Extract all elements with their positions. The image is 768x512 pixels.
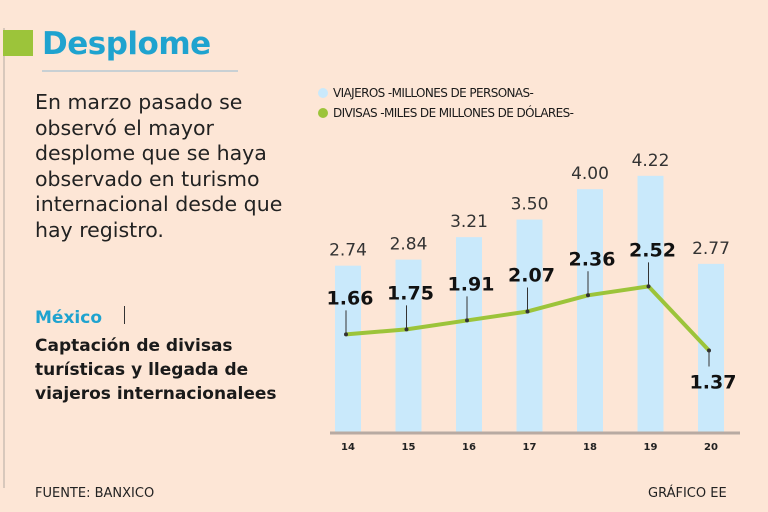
left-rule bbox=[3, 28, 5, 488]
line-point bbox=[646, 284, 651, 289]
bar-value-label: 2.74 bbox=[329, 241, 367, 261]
line-value-label: 1.91 bbox=[448, 273, 495, 295]
x-tick-label: 18 bbox=[583, 442, 597, 453]
x-tick-label: 20 bbox=[704, 442, 718, 453]
bar bbox=[637, 175, 664, 432]
legend-swatch-line bbox=[318, 108, 328, 118]
bar-value-label: 4.00 bbox=[571, 164, 609, 184]
legend-label: VIAJEROS -MILLONES DE PERSONAS- bbox=[333, 86, 534, 100]
line-point bbox=[404, 327, 409, 332]
bar-value-label: 2.84 bbox=[390, 235, 428, 255]
bar bbox=[456, 237, 482, 432]
source-note: FUENTE: BANXICO bbox=[35, 486, 155, 501]
bar bbox=[335, 265, 361, 432]
line-value-label: 2.07 bbox=[508, 264, 555, 286]
x-tick-label: 16 bbox=[462, 442, 476, 453]
title-marker bbox=[3, 30, 33, 56]
country-label: México bbox=[35, 308, 102, 328]
bar-value-label: 3.21 bbox=[450, 212, 488, 232]
line-value-label: 2.36 bbox=[569, 248, 616, 270]
x-tick-label: 17 bbox=[523, 442, 537, 453]
title-underline bbox=[42, 70, 238, 72]
legend-item-viajeros: VIAJEROS -MILLONES DE PERSONAS- bbox=[318, 86, 534, 100]
bar bbox=[698, 263, 724, 432]
line-point bbox=[465, 318, 469, 323]
line-point bbox=[344, 332, 348, 337]
bar bbox=[395, 259, 422, 432]
line-value-label: 2.52 bbox=[629, 239, 676, 261]
line-point bbox=[586, 293, 590, 298]
legend-swatch-bar bbox=[318, 88, 328, 98]
bar bbox=[577, 189, 603, 432]
bar bbox=[516, 219, 543, 432]
line-value-label: 1.75 bbox=[387, 282, 434, 304]
credit-note: GRÁFICO EE bbox=[648, 486, 727, 501]
line-point bbox=[525, 309, 530, 314]
x-tick-label: 15 bbox=[402, 442, 416, 453]
bar-value-label: 3.50 bbox=[511, 195, 549, 215]
page-title: Desplome bbox=[42, 26, 211, 62]
lead-text: En marzo pasado se observó el mayor desp… bbox=[35, 90, 283, 242]
x-tick-label: 14 bbox=[341, 442, 355, 453]
line-value-label: 1.66 bbox=[327, 287, 374, 309]
x-tick-label: 19 bbox=[644, 442, 658, 453]
bar-value-label: 2.77 bbox=[692, 239, 730, 259]
chart-subtitle: Captación de divisas turísticas y llegad… bbox=[35, 336, 277, 404]
legend-label: DIVISAS -MILES DE MILLONES DE DÓLARES- bbox=[333, 106, 574, 120]
legend-item-divisas: DIVISAS -MILES DE MILLONES DE DÓLARES- bbox=[318, 106, 574, 120]
line-point bbox=[707, 348, 711, 353]
line-value-label: 1.37 bbox=[690, 372, 737, 394]
country-divider bbox=[124, 306, 125, 324]
bar-value-label: 4.22 bbox=[632, 151, 670, 171]
